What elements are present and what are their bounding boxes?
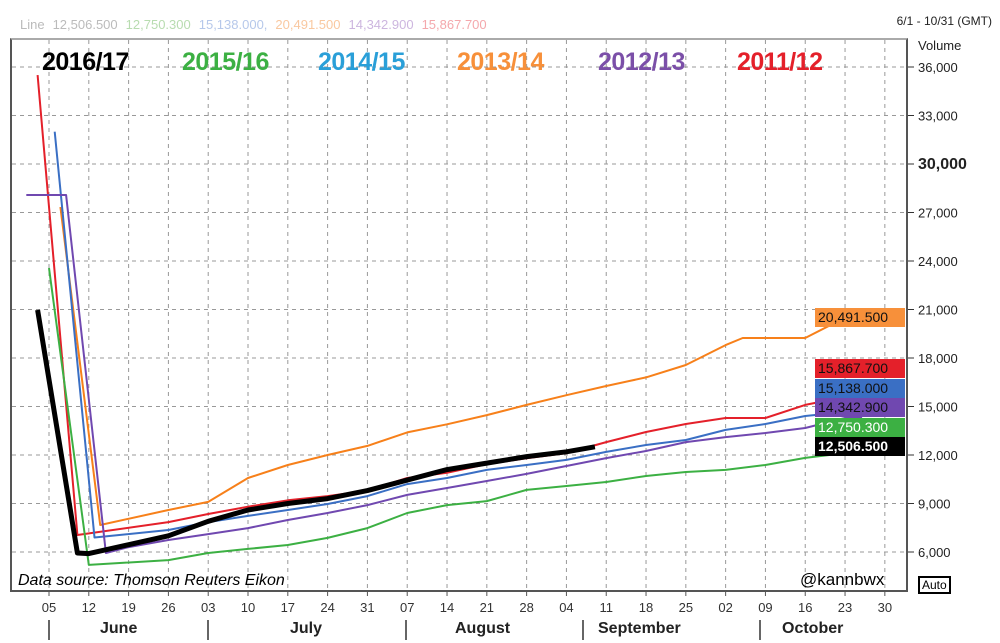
series-line-2011-12 xyxy=(36,75,868,536)
x-tick-label: 11 xyxy=(599,600,613,615)
x-tick-label: 05 xyxy=(42,600,56,615)
last-value-label: 12,506.500 xyxy=(815,437,905,456)
legend-entry: 2013/14 xyxy=(457,48,544,76)
readout-value: 15,138.000, xyxy=(198,17,268,32)
x-tick-label: 21 xyxy=(480,600,494,615)
y-axis-unit: Volume xyxy=(918,38,962,53)
x-tick-label: 03 xyxy=(201,600,215,615)
x-tick-label: 10 xyxy=(241,600,255,615)
series-line-2014-15 xyxy=(53,131,885,539)
y-tick-label: 24,000 xyxy=(918,254,958,269)
x-tick-label: 18 xyxy=(639,600,653,615)
x-tick-label: 16 xyxy=(798,600,812,615)
y-tick-label: 30,000 xyxy=(918,156,967,173)
legend-entry: 2011/12 xyxy=(737,48,823,76)
y-tick-label: 21,000 xyxy=(918,303,958,318)
series-line-2016-17 xyxy=(35,309,596,557)
x-tick-label: 09 xyxy=(758,600,772,615)
x-tick-label: 12 xyxy=(82,600,96,615)
last-value-label: 14,342.900 xyxy=(815,398,905,417)
line-readout: Line 12,506.500 12,750.300 15,138.000, 20,49… xyxy=(20,17,495,32)
readout-value: 12,750.300 xyxy=(125,17,191,32)
x-tick-label: 24 xyxy=(320,600,334,615)
x-tick-label: 28 xyxy=(519,600,533,615)
legend-entry: 2014/15 xyxy=(318,48,405,76)
y-tick-label: 6,000 xyxy=(918,545,951,560)
x-tick-label: 31 xyxy=(360,600,374,615)
y-tick-label: 33,000 xyxy=(918,109,958,124)
readout-value: 15,867.700 xyxy=(421,17,487,32)
readout-value: Line xyxy=(20,17,45,32)
y-tick-label: 15,000 xyxy=(918,400,958,415)
y-tick-label: 36,000 xyxy=(918,60,958,75)
x-tick-label: 19 xyxy=(121,600,135,615)
x-tick-label: 07 xyxy=(400,600,414,615)
readout-value: 14,342.900 xyxy=(348,17,414,32)
author-handle: @kannbwx xyxy=(800,570,885,589)
x-tick-label: 04 xyxy=(559,600,573,615)
data-source: Data source: Thomson Reuters Eikon xyxy=(18,572,285,589)
x-tick-label: 30 xyxy=(878,600,892,615)
auto-scale-button[interactable]: Auto xyxy=(918,576,951,594)
month-label: June xyxy=(100,620,138,637)
y-tick-label: 12,000 xyxy=(918,448,958,463)
series-line-2012-13 xyxy=(26,194,863,554)
last-value-label: 12,750.300 xyxy=(815,418,905,437)
readout-value: 20,491.500 xyxy=(275,17,341,32)
x-tick-label: 26 xyxy=(161,600,175,615)
plot-area xyxy=(10,38,908,592)
x-tick-label: 25 xyxy=(679,600,693,615)
x-tick-label: 23 xyxy=(838,600,852,615)
legend-entry: 2012/13 xyxy=(598,48,685,76)
month-label: July xyxy=(290,620,323,637)
y-tick-label: 9,000 xyxy=(918,497,951,512)
last-value-label: 20,491.500 xyxy=(815,308,905,327)
last-value-label: 15,867.700 xyxy=(815,359,905,378)
legend-entry: 2015/16 xyxy=(182,48,269,76)
readout-value: 12,506.500 xyxy=(52,17,118,32)
y-tick-label: 18,000 xyxy=(918,351,958,366)
x-tick-label: 02 xyxy=(718,600,732,615)
month-label: September xyxy=(598,620,681,637)
month-label: August xyxy=(455,620,511,637)
x-tick-label: 14 xyxy=(440,600,454,615)
y-tick-label: 27,000 xyxy=(918,206,958,221)
series-line-2015-16 xyxy=(48,267,886,566)
x-tick-label: 17 xyxy=(281,600,295,615)
last-value-label: 15,138.000 xyxy=(815,379,905,398)
legend-entry: 2016/17 xyxy=(42,48,129,76)
series-line-2013-14 xyxy=(59,206,846,526)
date-range: 6/1 - 10/31 (GMT) xyxy=(896,14,992,28)
month-label: October xyxy=(782,620,844,637)
